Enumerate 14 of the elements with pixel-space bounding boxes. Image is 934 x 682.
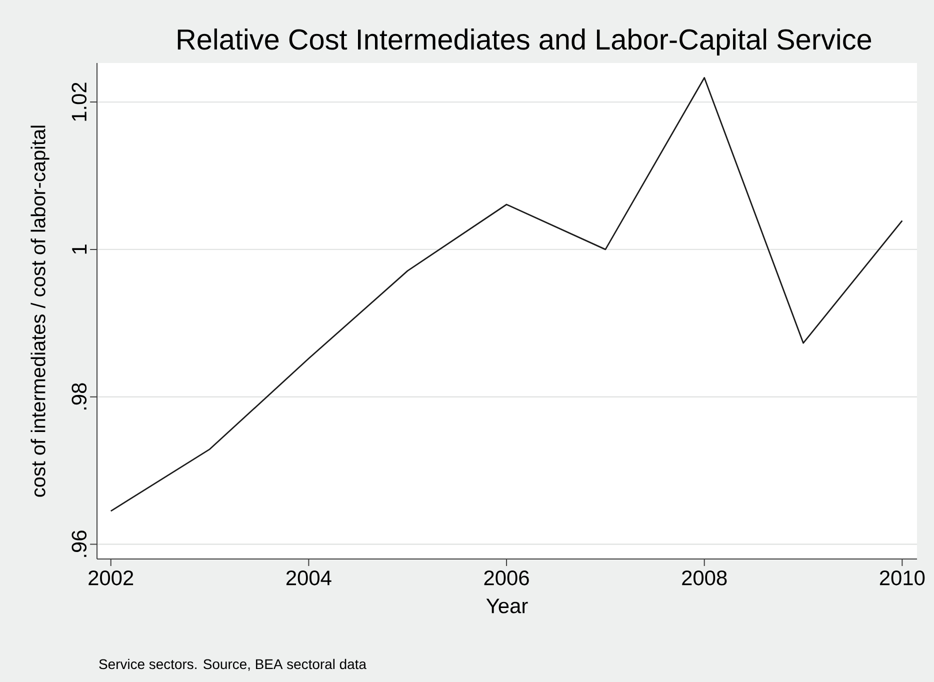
x-axis-title: Year <box>486 598 528 614</box>
y-tick-label: 1.02 <box>72 82 87 121</box>
x-tick-label: 2002 <box>88 570 134 586</box>
y-tick-label: .98 <box>72 383 87 410</box>
x-tick-label: 2006 <box>484 570 529 586</box>
x-tick-label: 2010 <box>880 570 925 586</box>
y-tick-label: 1 <box>72 244 87 254</box>
x-tick-label: 2004 <box>286 570 332 586</box>
x-tick-label: 2008 <box>682 570 727 586</box>
y-tick-label: .96 <box>72 530 87 557</box>
line-series <box>110 77 903 512</box>
chart-title: Relative Cost Intermediates and Labor-Capital Service <box>178 28 872 56</box>
y-axis-title: cost of intermediates / cost of labor-capital <box>30 126 50 497</box>
text: Service sectors. Source, BEA sectoral data <box>99 658 366 671</box>
